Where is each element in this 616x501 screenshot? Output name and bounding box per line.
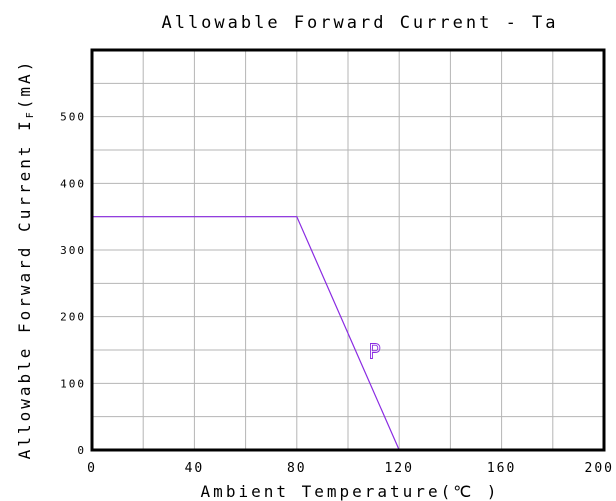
y-tick-label: 200 xyxy=(60,311,86,324)
series-line xyxy=(92,216,400,451)
x-tick-label: 40 xyxy=(185,461,205,476)
y-tick-label: 100 xyxy=(60,377,86,390)
y-axis-label: Allowable Forward Current IF(mA) xyxy=(15,59,36,460)
y-tick-label: 400 xyxy=(60,177,86,190)
y-tick-labels: 0 100 200 300 400 500 xyxy=(60,111,86,457)
annotations: P xyxy=(368,339,381,364)
y-tick-label: 0 xyxy=(77,444,86,457)
series-layer xyxy=(92,216,400,451)
grid xyxy=(92,50,604,450)
chart-title: Allowable Forward Current - Ta xyxy=(161,13,558,33)
x-tick-label: 200 xyxy=(585,461,614,476)
y-axis-label-unit: (mA) xyxy=(15,59,34,110)
plot-frame xyxy=(90,48,606,452)
y-tick-label: 500 xyxy=(60,111,86,124)
series-annotation-label: P xyxy=(368,340,380,364)
y-axis-label-main: Allowable Forward Current I xyxy=(15,118,34,459)
x-tick-label: 80 xyxy=(287,461,307,476)
x-tick-label: 0 xyxy=(87,461,97,476)
x-axis-label: Ambient Temperature(℃ ) xyxy=(201,482,500,501)
x-tick-label: 120 xyxy=(384,461,413,476)
x-tick-label: 160 xyxy=(487,461,516,476)
y-axis-label-subscript: F xyxy=(25,109,36,118)
y-tick-label: 300 xyxy=(60,244,86,257)
x-tick-labels: 0 40 80 120 160 200 xyxy=(87,461,614,476)
